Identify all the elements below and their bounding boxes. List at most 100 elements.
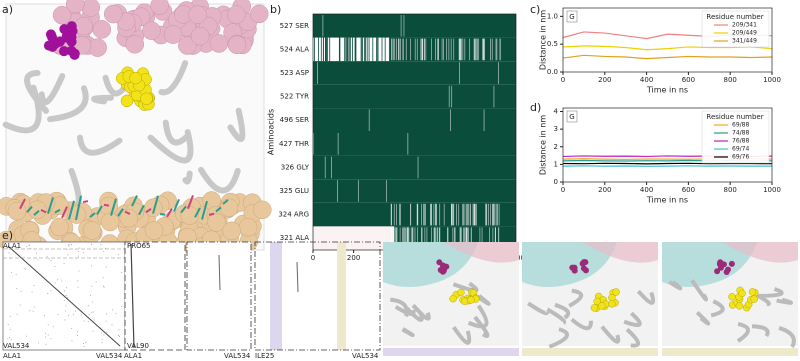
- raster-stripe: [451, 203, 452, 226]
- raster-stripe: [398, 38, 399, 61]
- raster-stripe: [466, 203, 467, 226]
- sphere: [69, 49, 80, 60]
- surface: [443, 242, 519, 263]
- map-dot: [111, 324, 113, 326]
- raster-stripe: [433, 203, 435, 226]
- raster-stripe: [489, 227, 490, 249]
- sphere: [227, 5, 246, 24]
- map-dot: [78, 250, 79, 252]
- x-tick-label: 600: [682, 76, 695, 84]
- map-dot: [66, 287, 67, 289]
- map-dot: [33, 285, 35, 286]
- line-series: [562, 45, 773, 51]
- map-dot: [78, 270, 80, 272]
- surface: [662, 242, 757, 287]
- sphere: [238, 218, 258, 237]
- y-tick-label: 321 ALA: [280, 234, 309, 242]
- raster-stripe: [365, 37, 366, 62]
- raster-stripe: [414, 38, 416, 61]
- map-dot: [6, 248, 8, 250]
- raster-stripe: [465, 227, 467, 249]
- raster-stripe: [425, 38, 427, 61]
- map-dot: [91, 244, 92, 245]
- surface: [383, 242, 478, 287]
- raster-stripe: [473, 38, 475, 61]
- raster-stripe: [395, 227, 396, 249]
- ribbon: [759, 287, 784, 298]
- map-dot: [30, 248, 32, 249]
- raster-stripe: [425, 203, 426, 226]
- stick: [208, 212, 215, 216]
- x-tick-label: 600: [682, 186, 695, 194]
- sphere: [439, 262, 446, 269]
- raster-stripe: [443, 38, 444, 61]
- map-dot: [67, 254, 69, 256]
- map-line: [130, 243, 135, 349]
- map-dot: [25, 268, 27, 270]
- map-dot: [64, 300, 66, 301]
- map-label: ALA1: [124, 352, 142, 360]
- raster-stripe: [452, 227, 454, 249]
- sphere: [7, 201, 27, 221]
- sphere: [120, 94, 134, 108]
- raster-stripe: [354, 37, 356, 62]
- map-dot: [106, 331, 108, 333]
- raster-stripe: [324, 156, 326, 179]
- annotation: G: [569, 113, 574, 121]
- map-dot: [73, 314, 74, 316]
- sphere: [67, 25, 78, 36]
- map-dot: [100, 332, 102, 334]
- map-dot: [92, 311, 94, 313]
- stick: [180, 205, 187, 214]
- raster-stripe: [422, 38, 423, 61]
- raster-stripe: [396, 227, 398, 249]
- raster-stripe: [435, 203, 437, 226]
- sphere: [125, 34, 145, 54]
- map-dot: [119, 336, 121, 337]
- raster-stripe: [459, 38, 461, 61]
- raster-stripe: [464, 203, 466, 226]
- sphere: [598, 302, 606, 310]
- y-tick-label: 1: [554, 160, 558, 168]
- raster-stripe: [499, 38, 501, 61]
- raster-stripe: [416, 203, 418, 226]
- raster-stripe: [391, 203, 393, 226]
- ribbon: [452, 326, 472, 345]
- sphere: [608, 294, 616, 302]
- raster-stripe: [450, 38, 452, 61]
- plot-frame: [562, 7, 773, 73]
- panel-label: c): [530, 3, 540, 16]
- ribbon: [710, 299, 725, 318]
- sphere: [748, 288, 757, 296]
- map-dot: [95, 281, 97, 283]
- sphere: [54, 36, 65, 47]
- raster-stripe: [483, 38, 484, 61]
- raster-stripe: [493, 203, 495, 226]
- stick: [215, 206, 222, 213]
- raster-stripe: [421, 203, 422, 226]
- ribbon: [736, 321, 750, 343]
- legend-title: Residue number: [706, 113, 763, 121]
- map-dot: [71, 340, 73, 342]
- panel-label: e): [2, 229, 13, 242]
- stick: [201, 200, 208, 220]
- sphere: [45, 29, 56, 40]
- map-dot: [105, 320, 107, 322]
- map-label: ALA1: [3, 352, 21, 360]
- legend-label: 76/88: [732, 138, 749, 145]
- map-dot: [87, 321, 89, 322]
- sphere: [92, 20, 112, 39]
- raster-stripe: [399, 38, 401, 61]
- map-dot: [118, 335, 119, 336]
- raster-stripe: [424, 38, 426, 61]
- raster-stripe: [482, 38, 483, 61]
- raster-stripe: [407, 227, 409, 249]
- map-label: VAL534: [3, 342, 30, 350]
- stick: [33, 209, 40, 216]
- sphere: [74, 16, 93, 36]
- map-diagonal: [7, 245, 121, 347]
- raster-stripe: [407, 133, 409, 155]
- ribbon: [162, 119, 190, 146]
- raster-row: [313, 179, 516, 203]
